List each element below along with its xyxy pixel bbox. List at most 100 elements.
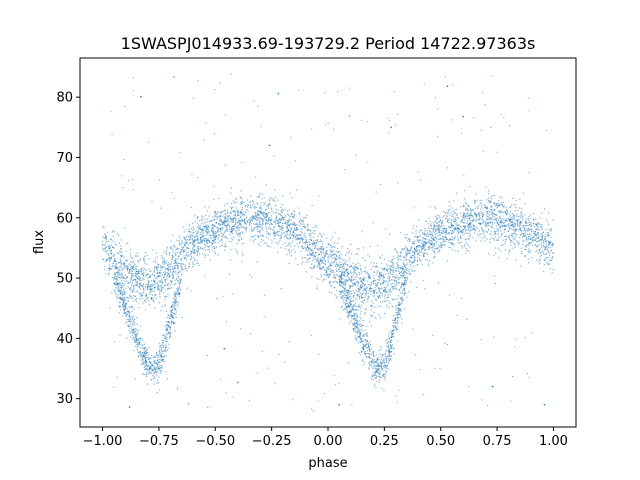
data-point: [271, 208, 273, 210]
data-point: [356, 294, 358, 296]
data-point: [234, 213, 236, 216]
data-point: [236, 252, 239, 254]
data-point: [468, 223, 470, 226]
data-point: [141, 270, 143, 272]
data-point: [438, 229, 440, 231]
data-point: [387, 295, 389, 297]
data-point: [133, 285, 135, 287]
data-point: [514, 228, 516, 230]
data-point: [403, 280, 406, 282]
data-point: [382, 280, 385, 282]
data-point: [336, 258, 338, 260]
data-point: [416, 256, 419, 258]
data-point: [530, 225, 532, 227]
data-point: [206, 226, 208, 228]
data-point: [362, 285, 364, 287]
data-point: [190, 252, 193, 254]
data-point: [322, 247, 324, 249]
eclipse-point: [140, 359, 143, 361]
data-point: [217, 227, 219, 229]
data-point: [335, 297, 337, 299]
data-point: [258, 226, 260, 228]
data-point: [179, 262, 181, 265]
data-point: [408, 290, 410, 293]
data-point: [130, 284, 133, 287]
data-point: [312, 254, 314, 256]
data-point: [329, 280, 332, 282]
data-point: [538, 240, 540, 242]
eclipse-point: [139, 343, 141, 346]
data-point: [135, 270, 137, 273]
data-point: [295, 229, 297, 231]
data-point: [522, 225, 524, 227]
data-point: [288, 242, 291, 244]
data-point: [225, 217, 227, 219]
data-point: [118, 261, 120, 264]
data-point: [103, 237, 105, 239]
eclipse-point: [161, 339, 163, 342]
data-point: [147, 277, 149, 279]
data-point: [158, 275, 160, 277]
data-point: [469, 234, 471, 236]
data-point: [377, 297, 380, 299]
data-point: [329, 265, 331, 267]
data-point: [207, 221, 209, 223]
data-point: [129, 271, 131, 273]
data-point: [254, 218, 256, 220]
data-point: [483, 221, 485, 223]
data-point: [181, 273, 183, 275]
data-point: [296, 234, 299, 237]
data-point: [216, 231, 218, 234]
data-point: [137, 271, 139, 273]
data-point: [289, 231, 292, 233]
eclipse-point: [166, 340, 168, 342]
data-point: [133, 289, 135, 291]
data-point: [204, 243, 206, 245]
data-point: [434, 232, 436, 234]
data-point: [322, 266, 325, 268]
data-point: [219, 230, 221, 232]
data-point: [273, 221, 275, 223]
eclipse-point: [142, 363, 144, 366]
data-point: [361, 301, 363, 303]
data-point: [278, 225, 280, 228]
data-point: [296, 223, 298, 226]
data-point: [389, 271, 391, 273]
data-point: [306, 243, 309, 246]
data-point: [235, 226, 237, 228]
data-point: [154, 307, 156, 309]
data-point: [153, 275, 155, 277]
data-point: [294, 236, 296, 239]
data-point: [415, 250, 417, 252]
data-point: [405, 247, 407, 249]
data-point: [508, 213, 510, 215]
data-point: [320, 234, 322, 237]
eclipse-point: [145, 361, 147, 364]
eclipse-point: [138, 351, 140, 353]
data-point: [203, 240, 206, 243]
data-point: [266, 220, 268, 222]
data-point: [483, 230, 485, 232]
data-point: [538, 258, 540, 260]
data-point: [153, 274, 156, 276]
data-point: [360, 268, 362, 270]
data-point: [381, 279, 383, 281]
data-point: [328, 274, 331, 276]
data-point: [352, 285, 354, 287]
data-point: [518, 219, 520, 221]
data-point: [392, 264, 394, 266]
data-point: [120, 255, 122, 257]
data-point: [386, 300, 388, 302]
data-point: [467, 228, 469, 230]
data-point: [291, 223, 293, 225]
data-point: [459, 228, 461, 230]
data-point: [439, 229, 441, 231]
data-point: [290, 223, 293, 225]
data-point: [169, 263, 171, 265]
data-point: [494, 247, 496, 249]
data-point: [289, 233, 291, 235]
data-point: [227, 223, 229, 226]
data-point: [147, 281, 149, 283]
data-point: [472, 215, 474, 217]
data-point: [372, 303, 374, 305]
